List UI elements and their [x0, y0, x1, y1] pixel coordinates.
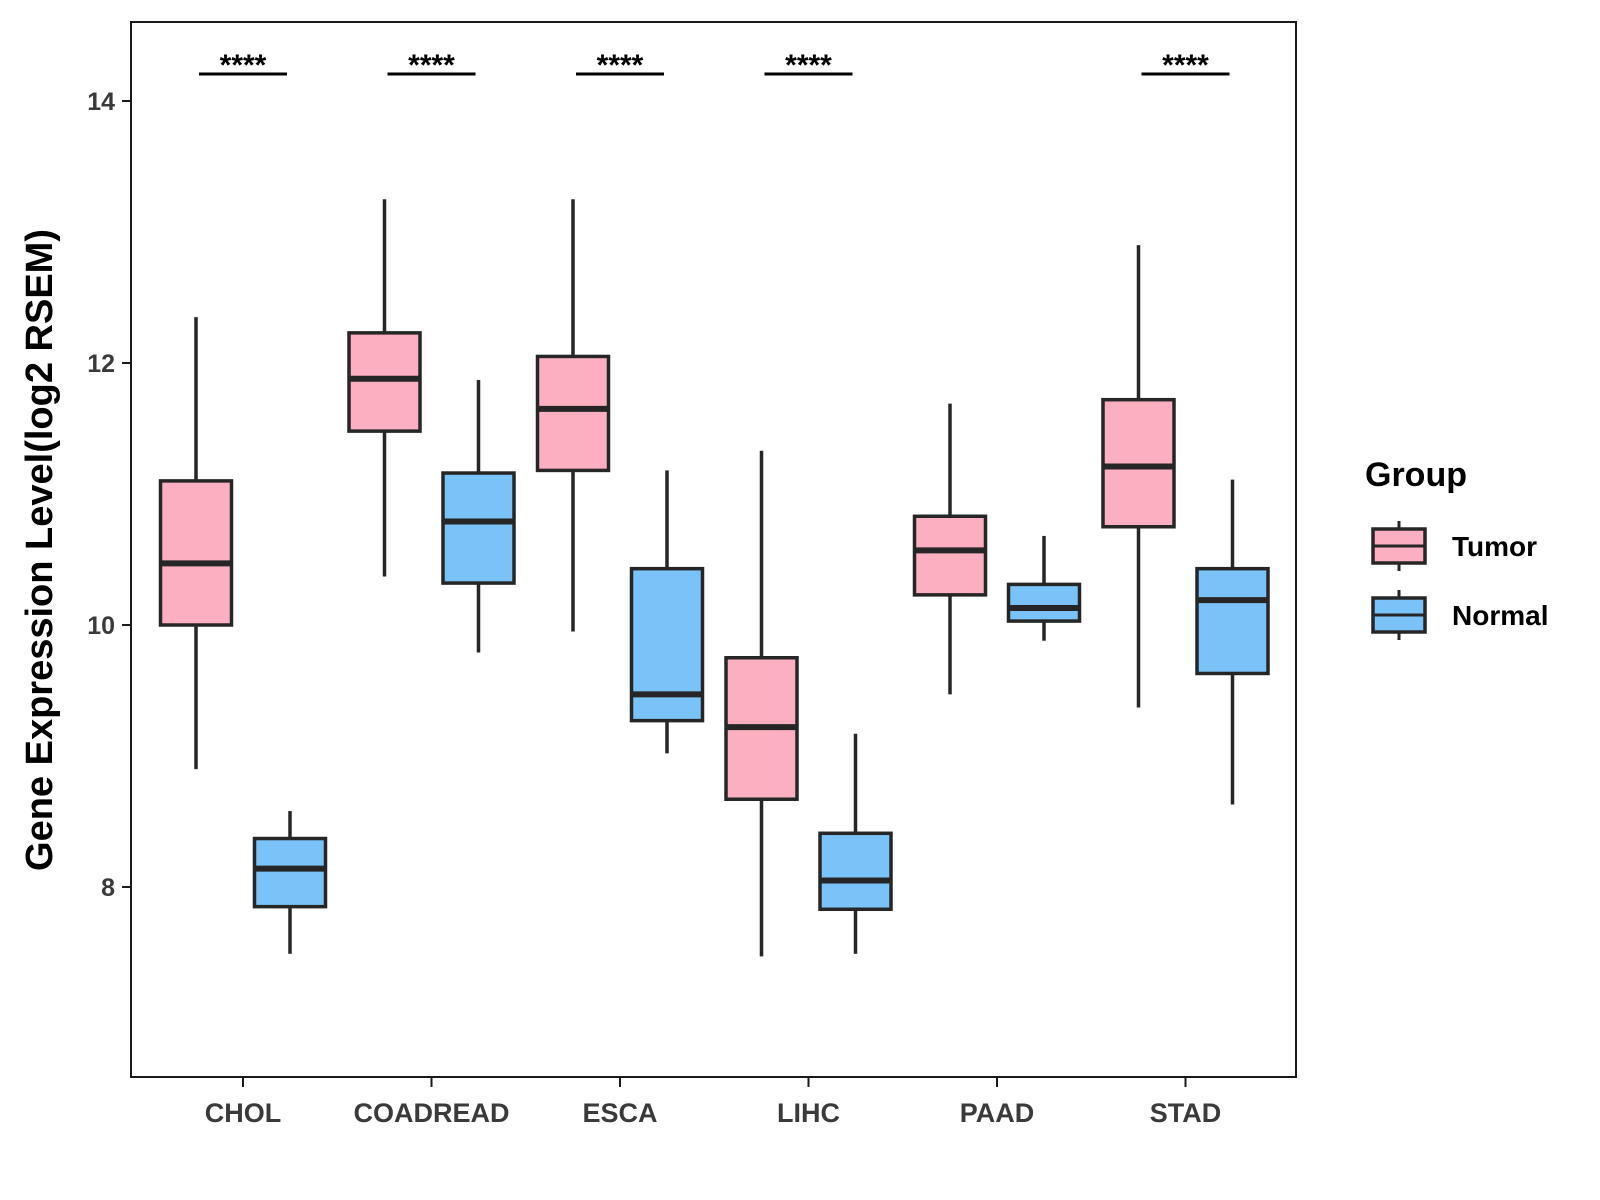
box-normal-esca: [629, 470, 705, 754]
box-tumor-paad: [912, 403, 988, 695]
legend-key-normal: [1371, 590, 1427, 640]
x-tick-label: COADREAD: [353, 1098, 509, 1128]
box-iqr: [912, 514, 988, 597]
y-tick-label: 10: [87, 612, 115, 640]
box-iqr: [1006, 582, 1082, 623]
box-tumor-coadread: [347, 199, 422, 577]
box-iqr: [347, 331, 422, 433]
x-tick-label: ESCA: [582, 1098, 657, 1128]
box-iqr: [535, 354, 611, 473]
box-iqr: [818, 831, 893, 912]
x-tick-label: STAD: [1150, 1098, 1222, 1128]
x-axis: CHOL COADREAD ESCA LIHC PAAD STAD: [205, 1077, 1222, 1128]
box-normal-lihc: [818, 733, 893, 954]
significance-label: ****: [408, 49, 455, 82]
box-normal-paad: [1006, 535, 1082, 641]
box-iqr: [252, 836, 328, 909]
significance-label: ****: [1162, 49, 1209, 82]
box-tumor-lihc: [724, 450, 799, 957]
x-tick-label: PAAD: [960, 1098, 1035, 1128]
box-iqr: [158, 479, 234, 627]
x-tick-label: LIHC: [777, 1098, 840, 1128]
box-tumor-stad: [1101, 245, 1176, 708]
legend: Group Tumor Normal: [1365, 456, 1548, 640]
y-tick-label: 8: [101, 874, 115, 902]
box-iqr: [1101, 397, 1176, 529]
significance-annotations: **** **** **** **** ****: [199, 49, 1230, 82]
y-tick-label: 14: [87, 88, 115, 116]
legend-key-tumor: [1371, 521, 1427, 571]
y-axis-label: Gene Expression Level(log2 RSEM): [19, 229, 61, 871]
significance-label: ****: [785, 49, 832, 82]
box-series: [158, 199, 1270, 957]
box-iqr: [441, 471, 516, 585]
box-normal-stad: [1195, 479, 1270, 805]
box-tumor-chol: [158, 317, 234, 770]
box-iqr: [629, 566, 705, 723]
legend-label-normal: Normal: [1452, 600, 1548, 631]
x-tick-label: CHOL: [205, 1098, 282, 1128]
significance-label: ****: [220, 49, 267, 82]
legend-label-tumor: Tumor: [1452, 531, 1537, 562]
significance-label: ****: [597, 49, 644, 82]
box-tumor-esca: [535, 199, 611, 632]
plot-panel: [130, 21, 1297, 1078]
legend-title: Group: [1365, 456, 1467, 494]
box-iqr: [1195, 566, 1270, 676]
box-normal-coadread: [441, 380, 516, 653]
y-tick-label: 12: [87, 350, 115, 378]
box-normal-chol: [252, 811, 328, 954]
y-axis: 8 10 12 14: [87, 88, 131, 902]
